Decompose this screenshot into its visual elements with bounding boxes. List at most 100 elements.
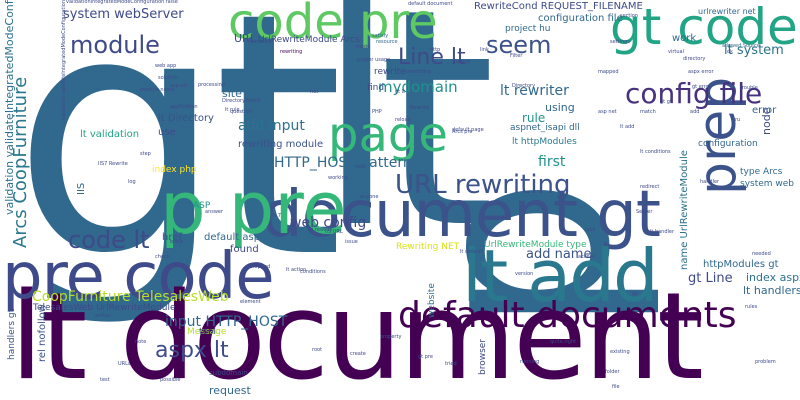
word-filler: PHP	[372, 109, 382, 115]
word-filler: needed	[752, 251, 771, 257]
word-web-config: web config	[290, 215, 367, 231]
word-filler: action	[95, 313, 111, 319]
word-filler: IIS 7	[270, 213, 281, 219]
word-filler: DirectoryWatch	[222, 98, 261, 104]
word-filler: note	[135, 339, 147, 345]
word-code-lt: code lt	[68, 226, 150, 254]
word-rewrite: rewrite	[374, 67, 406, 77]
word-filler: version	[515, 271, 534, 277]
word-filler: lt match	[250, 39, 271, 45]
word-rule: rule	[522, 111, 546, 125]
word-filler: wrong	[700, 99, 716, 105]
word-add-input: add input	[238, 118, 305, 134]
word-filler: problem	[755, 359, 776, 365]
word-filler: resource	[376, 39, 398, 45]
word-lt-large: lt	[315, 0, 496, 294]
word-configuration-file: configuration file	[538, 13, 623, 24]
word-rewritecond: RewriteCond REQUEST_FILENAME	[474, 1, 643, 12]
word-filler: lt rewrite	[310, 227, 333, 233]
word-filler: settings	[610, 39, 630, 45]
word-urlrewritemodule-type: UrlRewriteModule type	[484, 240, 587, 250]
word-lt-add: lt add	[462, 234, 659, 318]
word-filler: application	[170, 104, 198, 110]
word-page: page	[328, 107, 448, 163]
word-index-php: index php	[152, 165, 197, 175]
word-aspx-lt: aspx lt	[155, 338, 229, 363]
word-filler: allowed Source	[722, 43, 761, 49]
word-filler: web app	[155, 63, 177, 69]
word-module: module	[70, 31, 160, 59]
word-lt-rewriter: lt rewriter	[500, 83, 569, 99]
word-filler: possible	[160, 377, 181, 383]
word-code-pre: code pre	[228, 0, 438, 50]
word-lt-document: lt document	[10, 268, 704, 400]
word-filler: answer	[205, 209, 224, 215]
word-first: first	[538, 154, 566, 170]
word-filler: default page	[452, 127, 484, 133]
word-filler: rules	[745, 304, 758, 310]
word-filler: check	[155, 254, 170, 260]
word-config-file: config file	[625, 77, 763, 110]
word-pre-code: pre code	[2, 240, 275, 314]
word-filler: Filter	[510, 53, 523, 59]
word-http-host-pattern: HTTP_HOST pattern	[274, 155, 412, 171]
word-lt-httpmodules: lt httpModules	[512, 137, 577, 147]
word-add-name: add name	[526, 247, 592, 262]
word-filler: property	[380, 334, 402, 340]
word-line-lt: Line lt	[398, 45, 466, 70]
word-lt-directory: lt Directory	[158, 113, 214, 124]
word-filler: file	[612, 384, 620, 390]
word-using: using	[545, 101, 575, 114]
word-coopfurniture-telesalesweb: CoopFurniture TelesalesWeb	[32, 289, 229, 305]
word-browser: browser	[478, 338, 488, 375]
word-filler: element	[240, 299, 261, 305]
word-filler: create	[350, 351, 366, 357]
word-work: work	[672, 33, 697, 44]
word-filler: lt add	[620, 124, 635, 130]
word-rel-nofollow: rel nofollow	[37, 304, 48, 362]
word-href: href	[162, 232, 182, 243]
word-filler: processing	[198, 82, 225, 88]
word-aspnet-isapi: aspnet_isapi dll	[510, 123, 580, 133]
word-rewriting-net: Rewriting NET	[396, 242, 460, 252]
word-handlers-gt: handlers gt	[7, 308, 17, 360]
word-filler: link	[480, 47, 489, 53]
word-filler: go	[632, 291, 639, 297]
word-type-arcs: type Arcs	[740, 167, 783, 177]
word-filler: lt action	[286, 267, 307, 273]
word-error: error	[752, 105, 777, 116]
word-filler: access	[578, 254, 595, 260]
word-filler: existing	[610, 349, 630, 355]
word-filler: asp net	[598, 109, 617, 115]
word-filler: http	[430, 47, 441, 53]
word-filler: look	[585, 227, 596, 233]
word-filler: solution	[158, 75, 178, 81]
word-configuration: configuration	[698, 139, 758, 149]
word-filler: virtual	[668, 49, 684, 55]
word-filler: directory	[683, 56, 706, 62]
word-filler: IIS URL	[325, 229, 343, 235]
word-filler: mode	[356, 44, 371, 50]
word-gt-large: gt	[12, 0, 344, 332]
word-filler: Rewrite	[410, 105, 429, 111]
word-filler: rewriting	[280, 49, 303, 55]
word-tool: tool	[199, 327, 217, 337]
word-filler: stopped	[250, 264, 271, 270]
word-filler: section	[620, 13, 639, 19]
word-filler: server	[455, 59, 471, 65]
word-lt-handlers: lt handlers	[743, 284, 800, 297]
word-filler: quite right	[550, 339, 577, 345]
word-filler: gt pre	[418, 354, 433, 360]
word-filler: lt default	[460, 249, 483, 255]
word-filler: validationIntegratedModeConfiguration fa…	[66, 0, 178, 5]
word-url-rewriting: URL rewriting	[395, 170, 571, 200]
word-filler: conditions	[300, 269, 326, 275]
word-filler: test	[100, 377, 110, 383]
word-subdomain: subdomain	[209, 369, 248, 377]
word-filler: IIS7 Rewrite	[98, 161, 128, 167]
word-site: site	[222, 87, 242, 100]
word-filler: question	[230, 109, 252, 115]
word-website: website	[427, 283, 437, 318]
word-filler: working	[328, 175, 348, 181]
word-filler: running	[520, 359, 540, 365]
